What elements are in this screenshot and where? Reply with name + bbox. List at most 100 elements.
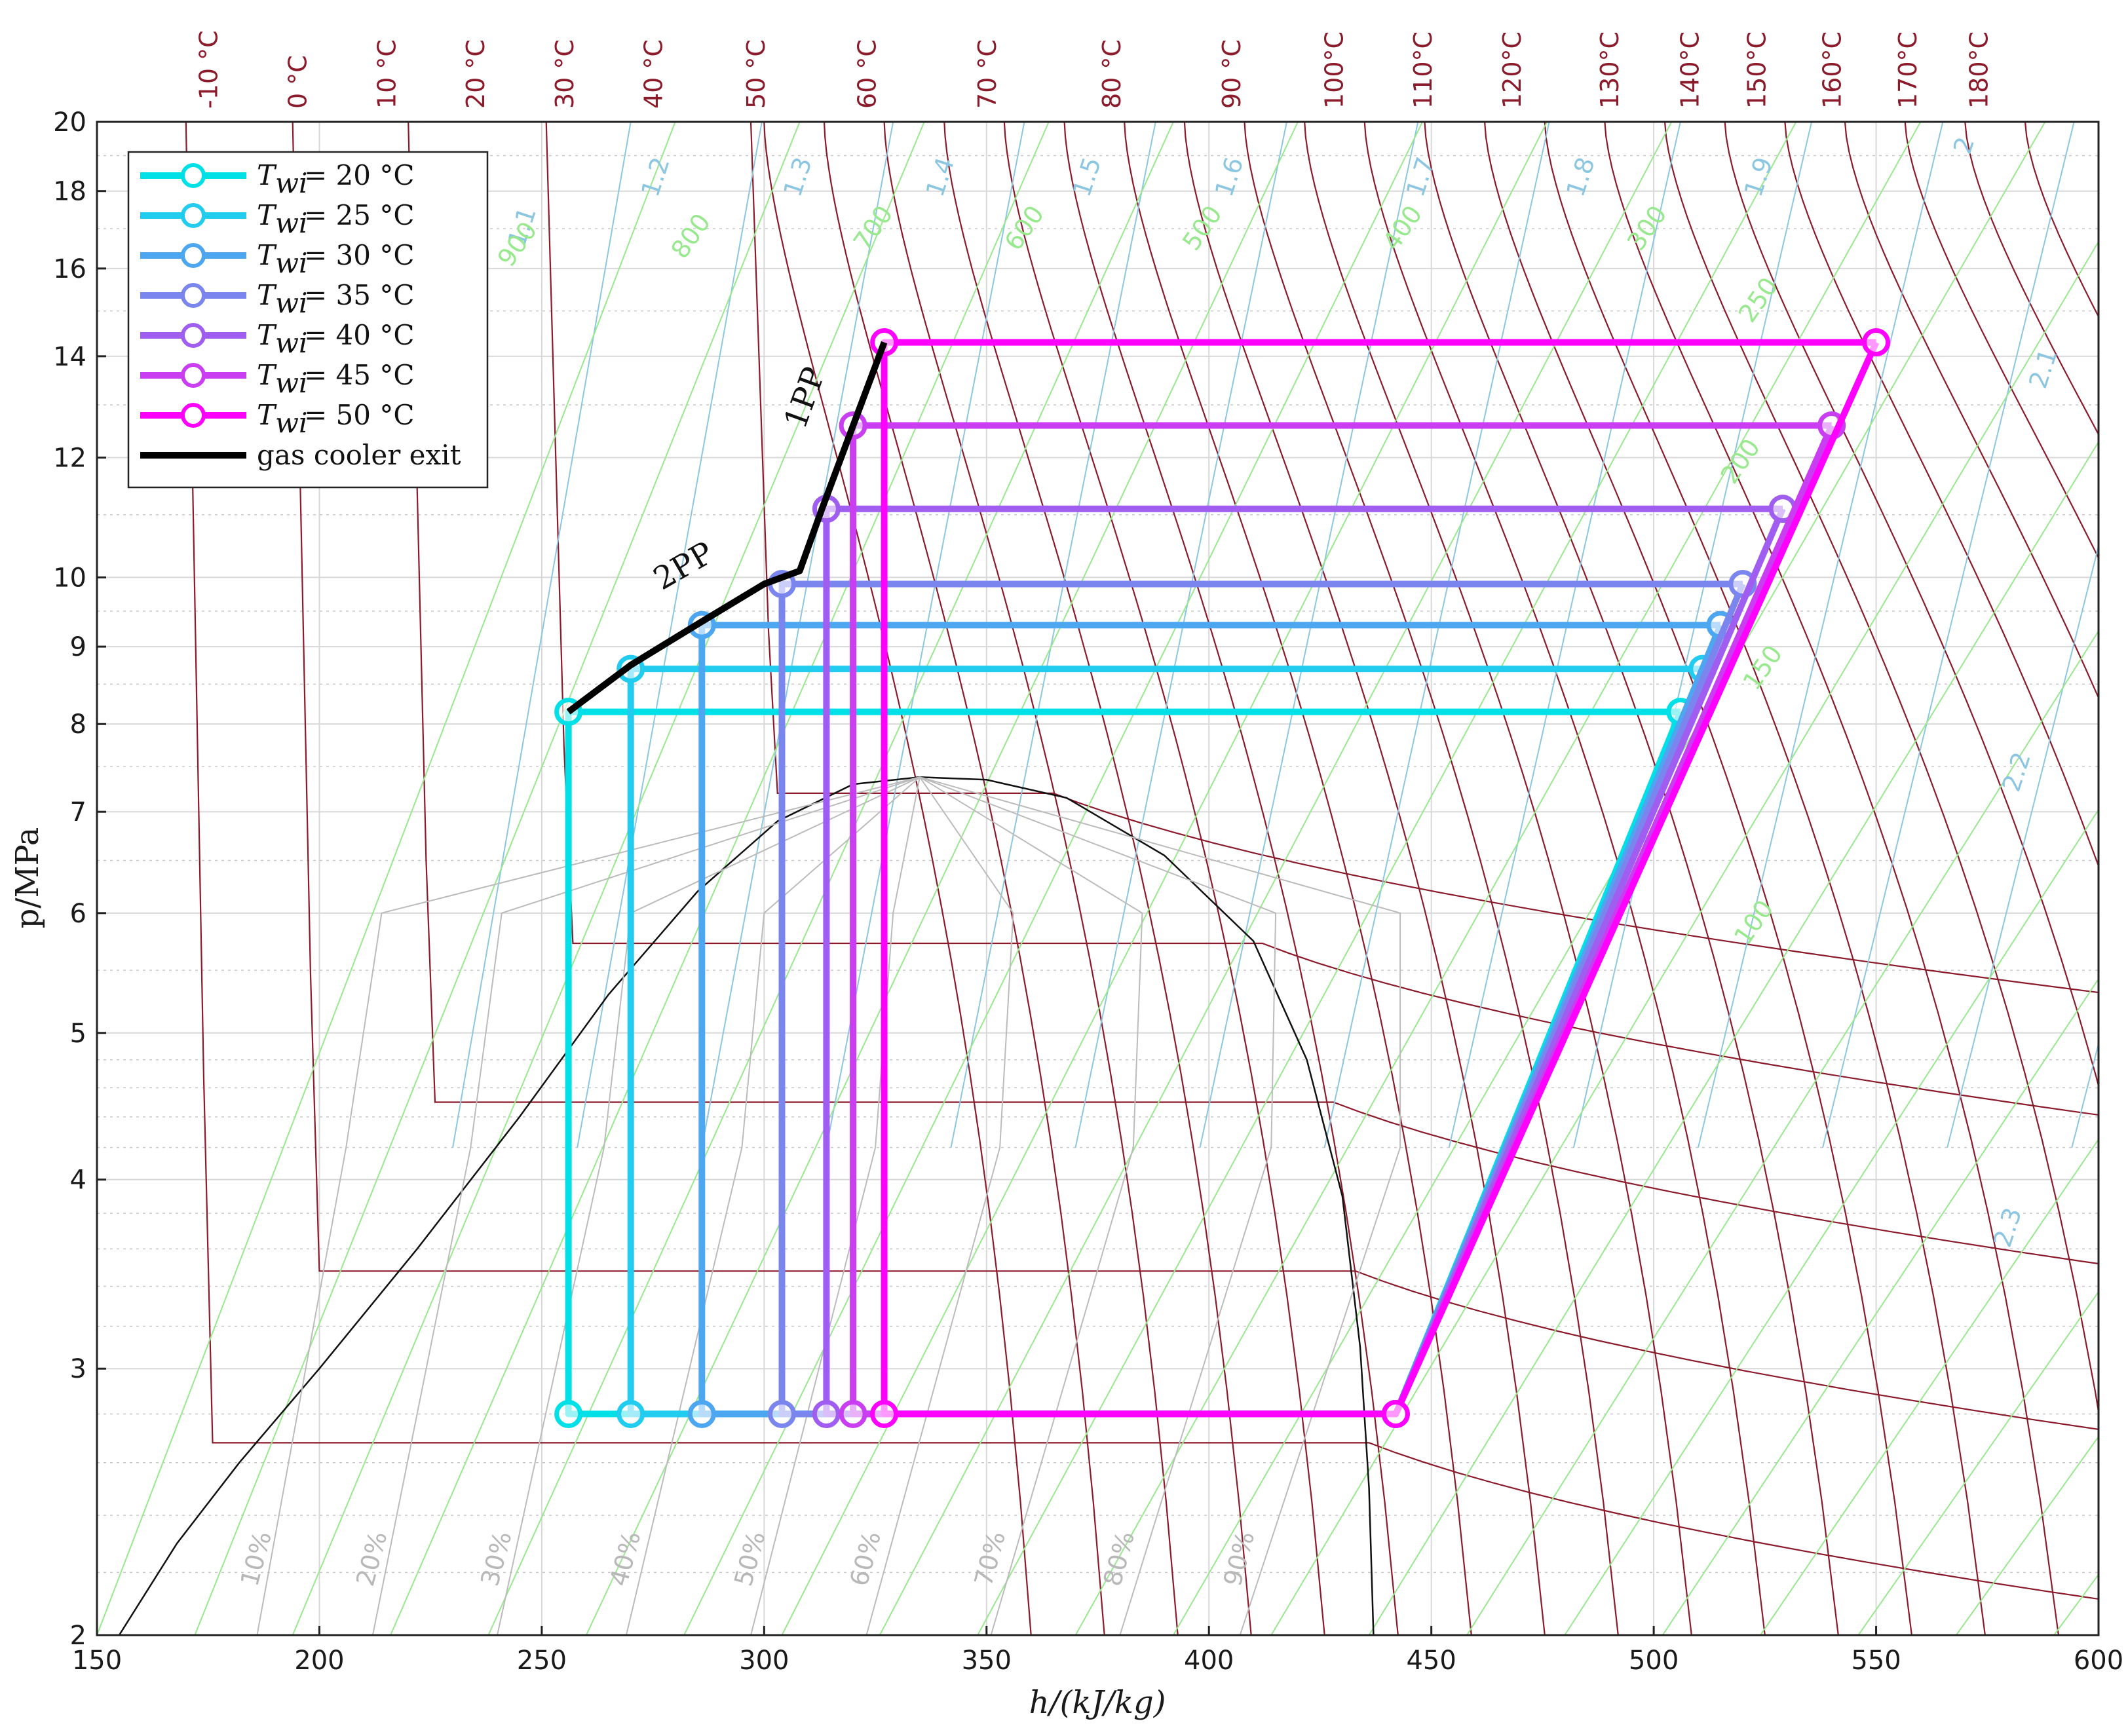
temperature-label: 130°C — [1595, 31, 1624, 109]
isochore-line — [390, 122, 1050, 1635]
isentrope-line — [452, 122, 632, 1148]
temperature-label: 180°C — [1965, 31, 1994, 109]
isotherm-line — [1484, 122, 1912, 1635]
y-tick-label: 10 — [53, 563, 86, 593]
x-tick-label: 150 — [72, 1646, 122, 1676]
temperature-label: -10 °C — [195, 30, 223, 109]
temperature-label: 30 °C — [550, 39, 579, 109]
isochore-line — [1074, 122, 1922, 1635]
legend-label: = 30 °C — [304, 239, 414, 271]
quality-line — [371, 776, 921, 1635]
isochore-line — [1564, 808, 2099, 1635]
temperature-label: 80 °C — [1097, 39, 1126, 109]
isotherm-line — [943, 122, 1252, 1635]
legend-symbol-subscript: wi — [275, 327, 307, 359]
legend-symbol: T — [257, 279, 277, 311]
legend-symbol: T — [257, 399, 277, 431]
legend-swatch-marker — [181, 363, 206, 388]
isentrope-line — [1199, 122, 1419, 1148]
legend-swatch-marker — [181, 323, 206, 348]
legend-swatch-marker — [181, 203, 206, 228]
legend-swatch-marker — [181, 283, 206, 308]
cycle-point — [1862, 328, 1891, 357]
legend-label: gas cooler exit — [257, 439, 461, 471]
y-tick-label: 2 — [70, 1621, 86, 1651]
x-tick-label: 450 — [1406, 1646, 1456, 1676]
isotherm-line — [823, 122, 1105, 1635]
cycle-point — [554, 1399, 583, 1428]
legend-symbol-subscript: wi — [275, 247, 307, 279]
legend-symbol: T — [257, 199, 277, 231]
temperature-label: 60 °C — [852, 39, 881, 109]
temperature-label: 160°C — [1818, 31, 1847, 109]
temperature-label: 110°C — [1409, 31, 1437, 109]
x-tick-label: 350 — [962, 1646, 1012, 1676]
legend-swatch-marker — [181, 243, 206, 268]
quality-line — [497, 776, 921, 1635]
isochore-line — [1857, 1291, 2099, 1635]
cycle-point — [767, 1399, 796, 1428]
x-tick-label: 500 — [1629, 1646, 1679, 1676]
isentrope-line — [701, 122, 894, 1148]
quality-line — [919, 776, 1277, 1635]
isotherm-line — [185, 122, 2099, 1600]
legend-symbol-subscript: wi — [275, 287, 307, 319]
cycle-point — [687, 1399, 716, 1428]
isochore-line — [97, 122, 676, 1635]
y-tick-label: 5 — [70, 1019, 86, 1049]
isotherm-line — [1724, 122, 2099, 1089]
legend-symbol: T — [257, 239, 277, 271]
isochore-line — [1662, 977, 2099, 1635]
isentrope-line — [1822, 122, 2075, 1148]
temperature-label: 150°C — [1742, 31, 1771, 109]
isentrope-line — [826, 122, 1025, 1148]
quality-line — [256, 776, 921, 1635]
isochore-line — [1466, 630, 2099, 1635]
cycle-point — [812, 1399, 841, 1428]
x-tick-label: 250 — [517, 1646, 567, 1676]
isotherm-line — [1183, 122, 1546, 1635]
isotherm-line — [1844, 122, 2099, 700]
isotherm-line — [883, 122, 1179, 1635]
temperature-label: 0 °C — [284, 55, 313, 109]
quality-line — [625, 776, 921, 1635]
cycle-series — [554, 328, 1891, 1428]
gas-cooler-exit-curve — [566, 341, 888, 715]
legend-swatch-marker — [181, 163, 206, 188]
legend-symbol-subscript: wi — [275, 367, 307, 399]
isentrope-line — [950, 122, 1156, 1148]
isotherm-line — [1904, 122, 2099, 560]
legend-symbol-subscript: wi — [275, 407, 307, 439]
isochore-line — [683, 122, 1423, 1635]
isentrope-line — [1074, 122, 1287, 1148]
isotherm-line — [1363, 122, 1766, 1635]
cycle-point — [617, 1399, 645, 1428]
y-tick-label: 4 — [70, 1165, 86, 1196]
y-tick-label: 16 — [53, 254, 86, 284]
isentrope-line — [1698, 122, 1944, 1148]
legend-symbol-subscript: wi — [275, 167, 307, 199]
temperature-label: 90 °C — [1217, 39, 1246, 109]
y-tick-label: 7 — [70, 797, 86, 827]
y-axis-ticks: 2 3 4 5 6 7 8 9 10 12 14 16 18 20 — [53, 107, 106, 1651]
y-axis-label: p/MPa — [9, 827, 46, 929]
isotherm-line — [1244, 122, 1619, 1635]
quality-line — [865, 776, 1014, 1635]
legend-label: = 25 °C — [304, 199, 414, 231]
isotherm-line — [1063, 122, 1399, 1635]
temperature-label: 70 °C — [973, 39, 1002, 109]
isochore-line — [1173, 122, 2046, 1635]
temperature-label: 120°C — [1498, 31, 1527, 109]
legend-label: = 35 °C — [304, 279, 414, 311]
x-axis-label: h/(kJ/kg) — [1029, 1684, 1166, 1721]
isotherm-line — [2024, 122, 2099, 318]
y-tick-label: 18 — [53, 177, 86, 207]
legend-symbol: T — [257, 319, 277, 351]
isotherm-line — [545, 122, 2099, 1116]
x-tick-label: 300 — [739, 1646, 789, 1676]
isotherm-line — [1304, 122, 1692, 1635]
x-tick-label: 200 — [294, 1646, 344, 1676]
isochore-line — [1760, 1138, 2099, 1635]
isotherm-line — [1784, 122, 2099, 869]
